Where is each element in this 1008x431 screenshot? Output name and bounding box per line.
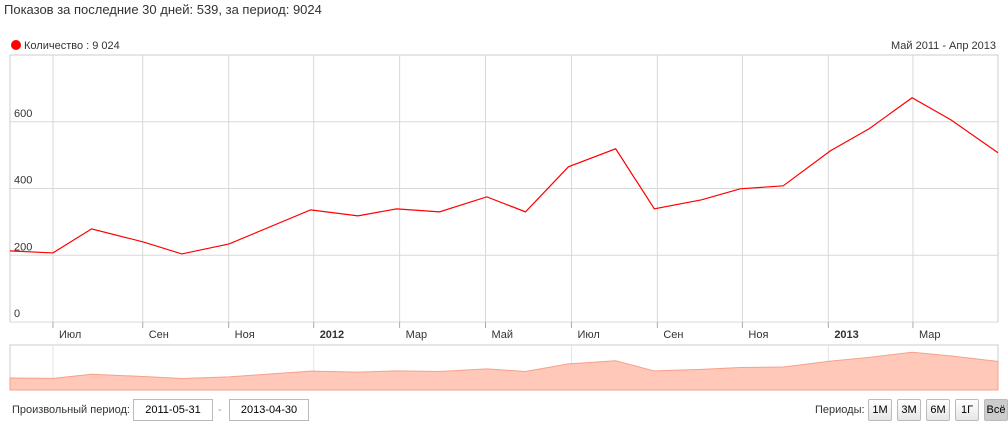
separator: - (218, 404, 222, 416)
period-button[interactable]: 3М (897, 399, 921, 421)
navigator-area (9, 351, 999, 391)
y-tick-label: 600 (14, 108, 32, 120)
period-button[interactable]: Всё (984, 399, 1008, 421)
period-label: Произвольный период: (12, 404, 130, 416)
x-tick-label: Сен (149, 329, 169, 341)
period-button[interactable]: 1Г (955, 399, 979, 421)
legend-marker (11, 40, 21, 50)
periods-label: Периоды: (815, 404, 865, 416)
y-tick-label: 0 (14, 308, 20, 320)
x-tick-label: 2013 (834, 329, 858, 341)
x-tick-label: Мар (919, 329, 941, 341)
x-tick-label: Май (492, 329, 514, 341)
x-tick-label: Июл (577, 329, 599, 341)
range-label: Май 2011 - Апр 2013 (891, 40, 996, 52)
date-from[interactable]: 2011-05-31 (133, 399, 213, 421)
data-line (9, 97, 999, 255)
period-button[interactable]: 1М (868, 399, 892, 421)
x-tick-label: Ноя (748, 329, 768, 341)
legend-text: Количество : 9 024 (24, 40, 120, 52)
y-tick-label: 200 (14, 241, 32, 253)
x-tick-label: Июл (59, 329, 81, 341)
x-tick-label: Мар (406, 329, 428, 341)
x-tick-label: Сен (663, 329, 683, 341)
y-tick-label: 400 (14, 175, 32, 187)
x-tick-label: Ноя (235, 329, 255, 341)
header-text: Показов за последние 30 дней: 539, за пе… (4, 2, 322, 17)
period-button[interactable]: 6М (926, 399, 950, 421)
x-tick-label: 2012 (320, 329, 344, 341)
date-to[interactable]: 2013-04-30 (229, 399, 309, 421)
